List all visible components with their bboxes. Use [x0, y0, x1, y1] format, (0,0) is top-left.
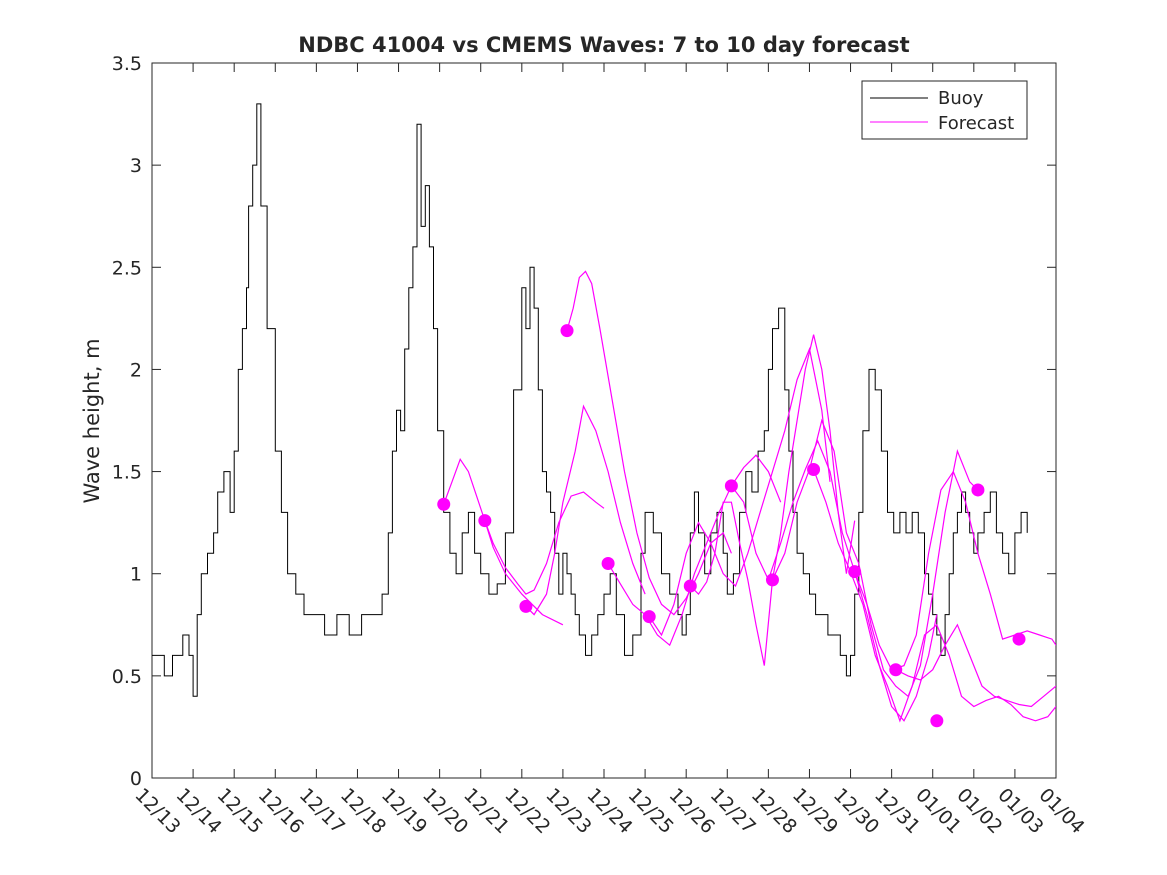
series-forecast-line	[648, 346, 831, 637]
y-tick-label: 0	[130, 768, 142, 790]
forecast-marker	[848, 565, 862, 579]
series-forecast-line	[895, 623, 1056, 708]
forecast-marker	[478, 514, 492, 528]
legend: Buoy Forecast	[861, 80, 1028, 140]
series-forecast-line	[484, 491, 605, 595]
forecast-marker	[930, 714, 944, 728]
y-tick-label: 3.5	[112, 53, 142, 75]
y-tick-label: 1	[130, 564, 142, 586]
forecast-marker	[889, 663, 903, 677]
series-forecast-line	[525, 404, 646, 616]
series-forecast-line	[771, 418, 979, 698]
series-forecast-line	[730, 439, 938, 722]
forecast-marker	[971, 483, 985, 497]
series-buoy-line	[152, 103, 1028, 697]
y-tick-label: 0.5	[112, 666, 142, 688]
forecast-marker	[560, 324, 574, 338]
forecast-marker	[807, 463, 821, 477]
forecast-marker	[519, 599, 533, 613]
y-tick-label: 2.5	[112, 257, 142, 279]
y-tick-label: 2	[130, 359, 142, 381]
forecast-marker	[601, 557, 615, 570]
forecast-marker	[683, 579, 697, 593]
y-tick-label: 1.5	[112, 462, 142, 484]
series-forecast-line	[854, 470, 1056, 671]
legend-forecast-label: Forecast	[938, 113, 1014, 134]
series-forecast-line	[566, 270, 732, 616]
forecast-marker	[765, 573, 779, 587]
legend-box	[861, 80, 1028, 140]
series-forecast-line	[813, 469, 1056, 723]
chart-title: NDBC 41004 vs CMEMS Waves: 7 to 10 day f…	[298, 33, 909, 57]
forecast-marker	[642, 610, 656, 624]
forecast-marker	[1012, 632, 1026, 646]
y-tick-label: 3	[130, 155, 142, 177]
forecast-marker	[437, 497, 451, 511]
legend-buoy-label: Buoy	[938, 88, 984, 109]
y-axis-label: Wave height, m	[80, 338, 104, 503]
series-forecast-line	[607, 454, 782, 647]
forecast-marker	[724, 479, 738, 493]
